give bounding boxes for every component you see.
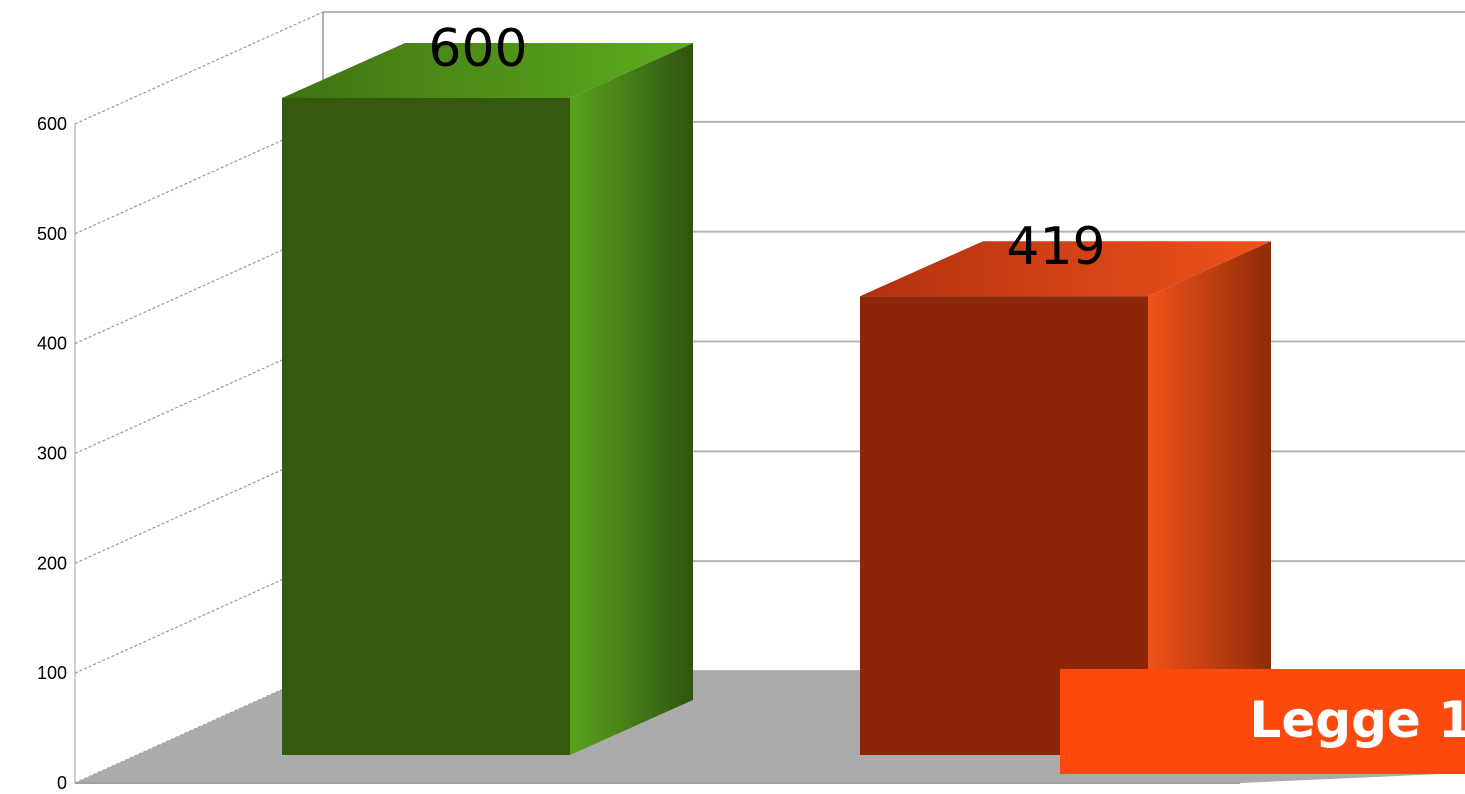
y-tick-label: 300 [37,444,67,464]
y-tick-label: 500 [37,224,67,244]
side-gridline [74,340,324,455]
y-tick-label: 200 [37,553,67,573]
bar-side-face [1148,241,1271,755]
legend-label: Legge 1 [1249,691,1465,749]
y-tick-label: 400 [37,334,67,354]
side-gridline [74,560,324,674]
legend: Legge 1 [1060,669,1465,774]
data-label: 600 [428,19,527,79]
bar-top-face [860,241,1271,297]
bar [282,98,570,755]
data-labels: 600 419 [428,19,1105,277]
side-gridline [74,11,324,125]
bar-top-face [282,43,693,98]
y-axis-ticks: 0 100 200 300 400 500 600 [37,114,67,793]
side-gridline [74,231,324,345]
side-gridline [74,121,324,235]
y-tick-label: 100 [37,663,67,683]
data-label: 419 [1006,217,1105,277]
side-gridline [74,450,324,564]
y-tick-label: 0 [57,773,67,793]
y-tick-label: 600 [37,114,67,134]
bars [282,43,1271,755]
bar-side-face [570,43,693,755]
